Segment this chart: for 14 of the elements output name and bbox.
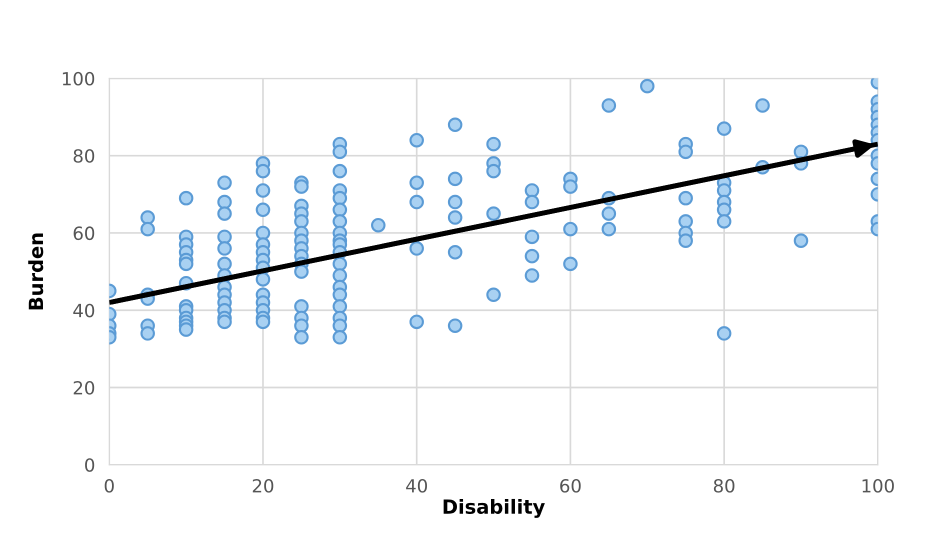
y-tick-label: 40 — [73, 304, 94, 318]
y-axis-title: Burden — [28, 234, 44, 310]
y-tick-label: 100 — [62, 72, 94, 86]
y-tick-label: 80 — [74, 149, 94, 163]
x-tick-label: 40 — [406, 479, 427, 493]
x-axis-title: Disability — [444, 498, 545, 518]
x-tick-label: 80 — [714, 479, 734, 493]
x-tick-label: 0 — [104, 479, 114, 493]
x-tick-label: 20 — [252, 479, 274, 493]
x-tick-label: 60 — [560, 479, 581, 493]
y-tick-label: 20 — [74, 380, 94, 395]
y-tick-label: 60 — [74, 226, 94, 240]
x-tick-label: 100 — [862, 479, 894, 493]
y-tick-label: 0 — [85, 458, 94, 472]
